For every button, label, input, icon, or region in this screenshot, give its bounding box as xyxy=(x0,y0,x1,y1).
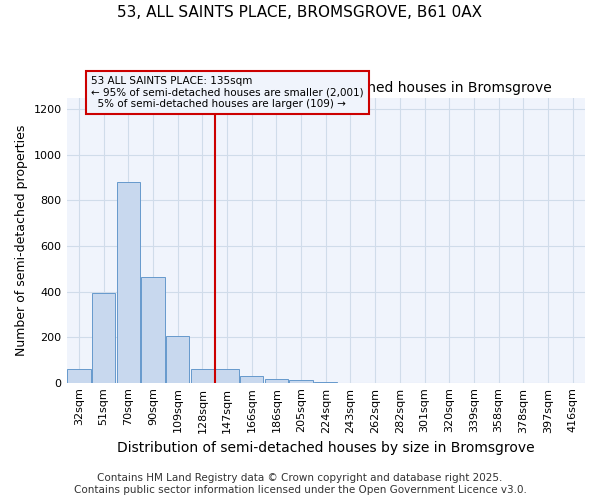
Bar xyxy=(191,369,214,382)
Bar xyxy=(289,380,313,382)
Bar xyxy=(92,292,115,382)
Text: Contains HM Land Registry data © Crown copyright and database right 2025.
Contai: Contains HM Land Registry data © Crown c… xyxy=(74,474,526,495)
Text: 53, ALL SAINTS PLACE, BROMSGROVE, B61 0AX: 53, ALL SAINTS PLACE, BROMSGROVE, B61 0A… xyxy=(118,5,482,20)
X-axis label: Distribution of semi-detached houses by size in Bromsgrove: Distribution of semi-detached houses by … xyxy=(117,441,535,455)
Bar xyxy=(240,376,263,382)
Bar xyxy=(116,182,140,382)
Bar xyxy=(265,378,288,382)
Text: 53 ALL SAINTS PLACE: 135sqm
← 95% of semi-detached houses are smaller (2,001)
  : 53 ALL SAINTS PLACE: 135sqm ← 95% of sem… xyxy=(91,76,364,109)
Title: Size of property relative to semi-detached houses in Bromsgrove: Size of property relative to semi-detach… xyxy=(100,81,551,95)
Y-axis label: Number of semi-detached properties: Number of semi-detached properties xyxy=(15,124,28,356)
Bar xyxy=(166,336,190,382)
Bar xyxy=(215,369,239,382)
Bar xyxy=(67,369,91,382)
Bar xyxy=(141,276,164,382)
